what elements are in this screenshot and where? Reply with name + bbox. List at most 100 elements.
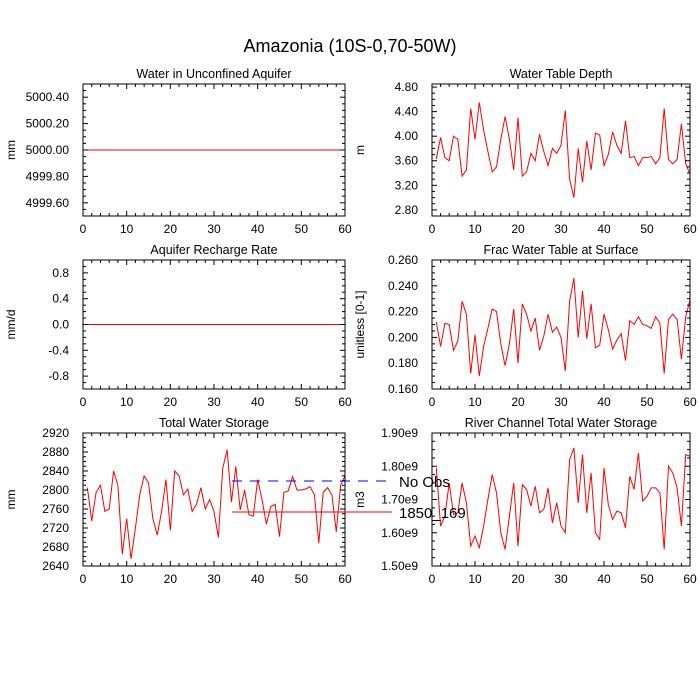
x-tick-label: 40 (597, 395, 611, 409)
y-tick-label: 0.4 (52, 292, 69, 306)
y-tick-label: 0.160 (388, 382, 418, 396)
panel-river-channel-total-water-storage: River Channel Total Water Storage m3 0 10 20… (353, 416, 697, 586)
y-tick-label: 3.20 (395, 178, 419, 192)
plot-frame (82, 432, 346, 567)
y-tick-label: 1.80e9 (381, 459, 418, 473)
series-line-1850-169 (86, 449, 345, 559)
x-tick-label: 10 (468, 395, 482, 409)
panel-water-table-depth: Water Table Depth m 0 10 20 30 40 50 60 2.80 3.20 3… (353, 67, 697, 236)
y-tick-label: 2880 (42, 445, 69, 459)
x-tick-label: 30 (207, 395, 221, 409)
y-tick-label: 1.50e9 (381, 559, 418, 573)
x-tick-label: 0 (429, 222, 436, 236)
y-tick-label: 2840 (42, 464, 69, 478)
x-tick-label: 20 (164, 572, 178, 586)
x-tick-label: 0 (429, 572, 436, 586)
x-tick-label: 40 (251, 222, 265, 236)
x-tick-label: 40 (251, 395, 265, 409)
y-tick-label: 4.40 (395, 105, 419, 119)
panel-water-in-unconfined-aquifer: Water in Unconfined Aquifer mm 0 10 20 30 40 50… (4, 67, 352, 236)
y-tick-label: 4.80 (395, 80, 419, 94)
y-tick-label: 0.8 (52, 266, 69, 280)
x-tick-label: 20 (511, 395, 525, 409)
legend: No Obs 1850_169 (232, 474, 466, 522)
x-tick-label: 60 (338, 572, 352, 586)
y-tick-label: 2680 (42, 540, 69, 554)
y-tick-label: -0.4 (48, 343, 69, 357)
x-tick-label: 0 (80, 395, 87, 409)
y-axis-label: mm (4, 490, 18, 510)
y-tick-label: 0.240 (388, 279, 418, 293)
x-tick-label: 30 (554, 222, 568, 236)
panel-title: Aquifer Recharge Rate (150, 243, 277, 257)
panel-title: Total Water Storage (159, 416, 269, 430)
x-tick-label: 10 (120, 395, 134, 409)
x-tick-label: 20 (164, 395, 178, 409)
x-tick-label: 50 (640, 222, 654, 236)
x-tick-label: 40 (251, 572, 265, 586)
x-tick-label: 20 (511, 222, 525, 236)
y-axis-label: mm (4, 140, 18, 160)
figure-title: Amazonia (10S-0,70-50W) (243, 36, 456, 56)
x-tick-label: 10 (468, 222, 482, 236)
x-tick-label: 30 (554, 395, 568, 409)
y-tick-label: 1.90e9 (381, 426, 418, 440)
y-tick-label: 2760 (42, 502, 69, 516)
x-tick-label: 50 (640, 572, 654, 586)
x-tick-label: 30 (207, 222, 221, 236)
x-tick-label: 10 (120, 572, 134, 586)
y-tick-label: 2920 (42, 426, 69, 440)
x-tick-label: 20 (511, 572, 525, 586)
x-tick-label: 60 (338, 222, 352, 236)
panel-title: Frac Water Table at Surface (484, 243, 639, 257)
x-tick-label: 10 (468, 572, 482, 586)
y-tick-label: 4999.80 (26, 169, 70, 183)
y-tick-label: 0.200 (388, 330, 418, 344)
plot-frame (431, 83, 691, 217)
y-tick-label: 1.60e9 (381, 526, 418, 540)
y-tick-label: 0.0 (52, 318, 69, 332)
x-tick-label: 60 (683, 395, 697, 409)
y-tick-label: 5000.40 (26, 90, 70, 104)
y-axis-label: mm/d (4, 310, 18, 340)
x-tick-label: 0 (429, 395, 436, 409)
x-tick-label: 50 (295, 222, 309, 236)
panels: Water in Unconfined Aquifer mm 0 10 20 30 40 50… (4, 67, 697, 586)
panel-frac-water-table-at-surface: Frac Water Table at Surface unitless [0-1… (353, 243, 697, 409)
x-tick-label: 30 (207, 572, 221, 586)
y-tick-label: 0.260 (388, 253, 418, 267)
x-tick-label: 60 (683, 572, 697, 586)
y-tick-label: 4999.60 (26, 196, 70, 210)
y-tick-label: 2720 (42, 521, 69, 535)
y-tick-label: 3.60 (395, 154, 419, 168)
x-tick-label: 50 (640, 395, 654, 409)
x-tick-label: 60 (338, 395, 352, 409)
x-tick-label: 40 (597, 222, 611, 236)
y-tick-label: 4.00 (395, 129, 419, 143)
x-tick-label: 60 (683, 222, 697, 236)
panel-title: Water Table Depth (510, 67, 613, 81)
legend-label-no-obs: No Obs (399, 474, 450, 491)
x-tick-label: 40 (597, 572, 611, 586)
series-line-1850-169 (435, 102, 690, 198)
series-line-1850-169 (435, 447, 690, 550)
y-axis-label: m (353, 145, 367, 155)
series-line-1850-169 (435, 277, 690, 377)
x-tick-label: 50 (295, 572, 309, 586)
x-tick-label: 0 (80, 572, 87, 586)
y-tick-label: -0.8 (48, 369, 69, 383)
x-tick-label: 0 (80, 222, 87, 236)
y-tick-label: 0.180 (388, 356, 418, 370)
x-tick-label: 20 (164, 222, 178, 236)
y-tick-label: 2640 (42, 559, 69, 573)
y-tick-label: 5000.00 (26, 143, 70, 157)
x-tick-label: 30 (554, 572, 568, 586)
y-axis-label: unitless [0-1] (353, 290, 367, 358)
y-tick-label: 2.80 (395, 203, 419, 217)
panel-title: River Channel Total Water Storage (465, 416, 658, 430)
x-tick-label: 10 (120, 222, 134, 236)
y-tick-label: 5000.20 (26, 117, 70, 131)
y-tick-label: 0.220 (388, 305, 418, 319)
legend-label-1850-169: 1850_169 (399, 505, 466, 522)
